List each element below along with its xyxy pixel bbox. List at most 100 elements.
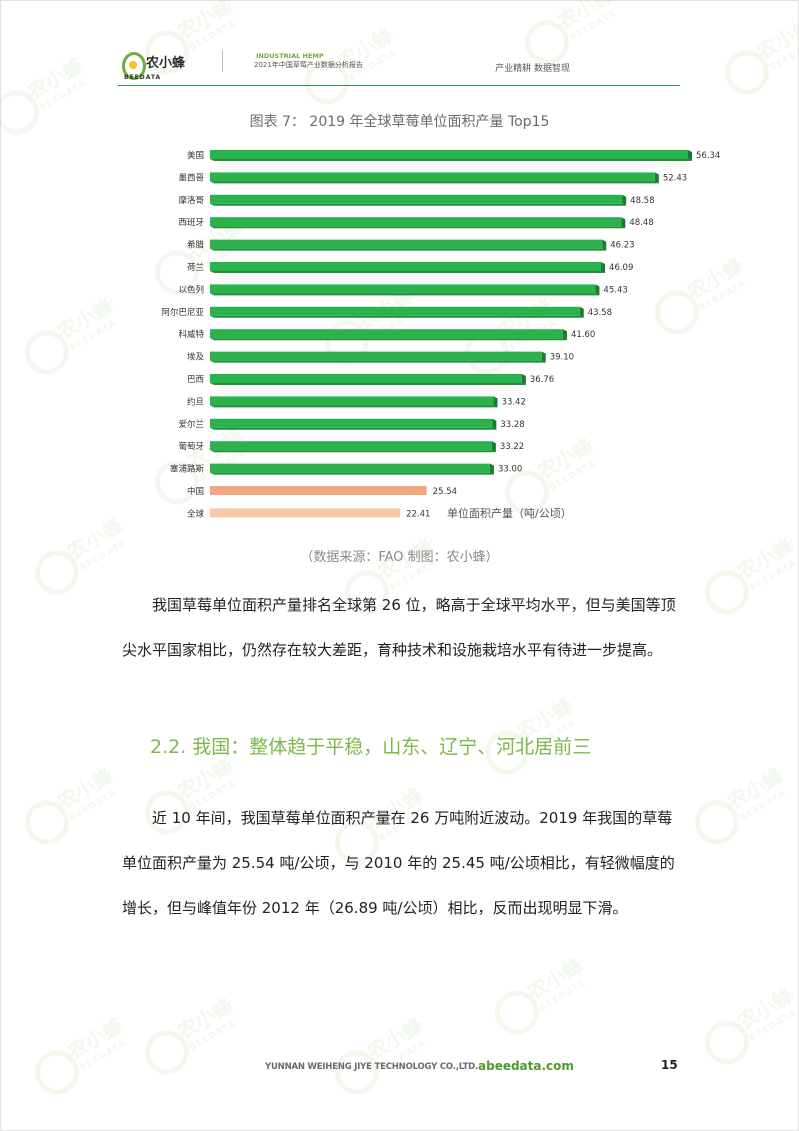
bar (210, 396, 494, 406)
bar (210, 374, 522, 383)
bar-depth (654, 172, 659, 184)
data-label: 33.42 (502, 397, 526, 407)
bar-depth (210, 338, 567, 341)
bar-depth (210, 159, 692, 161)
category-label: 西班牙 (178, 217, 204, 228)
category-label: 葡萄牙 (178, 441, 204, 452)
bar-depth (622, 194, 627, 206)
section-heading: 2.2. 我国：整体趋于平稳，山东、辽宁、河北居前三 (150, 736, 592, 758)
bar-depth (210, 472, 494, 475)
data-label: 45.43 (603, 285, 627, 295)
data-label: 33.00 (498, 465, 522, 475)
data-label: 41.60 (571, 330, 595, 340)
paragraph-trend: 近 10 年间，我国草莓单位面积产量在 26 万吨附近波动。2019 年我国的草… (122, 809, 675, 917)
data-label: 25.54 (433, 487, 457, 497)
bar (210, 508, 401, 518)
bar-depth (601, 262, 606, 273)
bar (210, 329, 563, 339)
category-label: 阿尔巴尼亚 (161, 307, 204, 318)
category-label: 埃及 (187, 352, 205, 363)
bar-depth (491, 441, 496, 453)
bar (210, 306, 580, 316)
category-label: 墨西哥 (178, 173, 204, 183)
data-label: 22.41 (406, 509, 430, 519)
category-label: 约旦 (187, 396, 204, 407)
bar-depth (210, 427, 497, 430)
data-label: 52.43 (663, 173, 687, 183)
bar-depth (541, 351, 546, 363)
paragraph-ranking: 我国草莓单位面积产量排名全球第 26 位，略高于全球平均水平，但与美国等顶尖水平… (122, 596, 676, 659)
data-label: 33.22 (500, 442, 524, 452)
data-label: 36.76 (530, 375, 554, 385)
bar-depth (579, 306, 584, 318)
bar (210, 150, 688, 159)
bar (210, 217, 622, 227)
bar-depth (602, 239, 607, 251)
chart-source: （数据来源：FAO 制图：农小蜂） (300, 550, 499, 565)
bar-depth (210, 315, 584, 318)
data-label: 48.48 (629, 218, 653, 228)
bar (210, 486, 427, 495)
bee-logo-icon (122, 52, 146, 80)
category-label: 摩洛哥 (178, 195, 204, 206)
logo-text: 农小蜂 (146, 56, 186, 71)
bar-depth (210, 248, 607, 251)
data-label: 39.10 (550, 353, 574, 363)
header-rule (118, 85, 680, 86)
bar-depth (562, 329, 567, 341)
bar-chart: 美国 56.34 墨西哥 52.43 摩洛哥 48.58 西班牙 48.48 希腊 46.23 荷兰… (161, 150, 720, 520)
brand-logo: 农小蜂 BEEDATA (118, 48, 218, 82)
header-slogan: 产业精耕 数据智现 (495, 64, 570, 74)
bar-depth (595, 284, 600, 296)
bar (210, 463, 490, 473)
category-label: 爱尔兰 (178, 419, 204, 430)
data-label: 56.34 (696, 151, 720, 161)
bar (210, 351, 542, 361)
category-label: 中国 (187, 486, 204, 497)
bar-depth (621, 217, 626, 229)
footer-company: YUNNAN WEIHENG JIYE TECHNOLOGY CO.,LTD. (265, 1062, 479, 1072)
bar (210, 441, 492, 451)
bar-depth (210, 360, 546, 363)
bar-depth (688, 150, 692, 161)
bar-depth (210, 271, 606, 273)
bar (210, 194, 623, 204)
bar-depth (210, 405, 498, 408)
header-divider (222, 50, 223, 72)
data-label: 46.09 (609, 263, 633, 273)
data-label: 33.28 (500, 420, 524, 430)
header-report-title: 2021年中国草莓产业数据分析报告 (254, 61, 363, 69)
bar-depth (210, 383, 526, 385)
bar-depth (492, 418, 497, 430)
category-label: 塞浦路斯 (170, 464, 205, 475)
page-header: 农小蜂 BEEDATA INDUSTRIAL HEMP 2021年中国草莓产业数… (118, 48, 680, 88)
category-label: 美国 (187, 150, 204, 161)
category-label: 荷兰 (187, 262, 204, 273)
bar (210, 172, 655, 182)
category-label: 希腊 (187, 240, 205, 251)
bar-depth (210, 226, 626, 229)
data-label: 48.58 (630, 196, 654, 206)
chart-title: 图表 7： 2019 年全球草莓单位面积产量 Top15 (249, 114, 550, 130)
bar-depth (210, 293, 600, 296)
data-label: 46.23 (610, 241, 634, 251)
bar-depth (521, 374, 526, 385)
bar-depth (210, 203, 627, 206)
category-label: 以色列 (178, 284, 204, 295)
header-english-title: INDUSTRIAL HEMP (256, 52, 324, 60)
page-number: 15 (661, 1058, 678, 1072)
bar-depth (210, 181, 659, 184)
data-label: 43.58 (588, 308, 612, 318)
category-label: 科威特 (178, 329, 204, 340)
bar-depth (493, 396, 498, 408)
chart-unit-annotation: 单位面积产量（吨/公顷） (447, 506, 572, 520)
bar-depth (489, 463, 494, 475)
logo-subtext: BEEDATA (124, 74, 162, 81)
footer-site-link[interactable]: abeedata.com (478, 1059, 574, 1073)
bar (210, 418, 493, 428)
bar (210, 284, 596, 294)
bar-depth (210, 450, 496, 453)
bar (210, 262, 602, 271)
category-label: 全球 (187, 508, 205, 519)
bar (210, 239, 603, 249)
